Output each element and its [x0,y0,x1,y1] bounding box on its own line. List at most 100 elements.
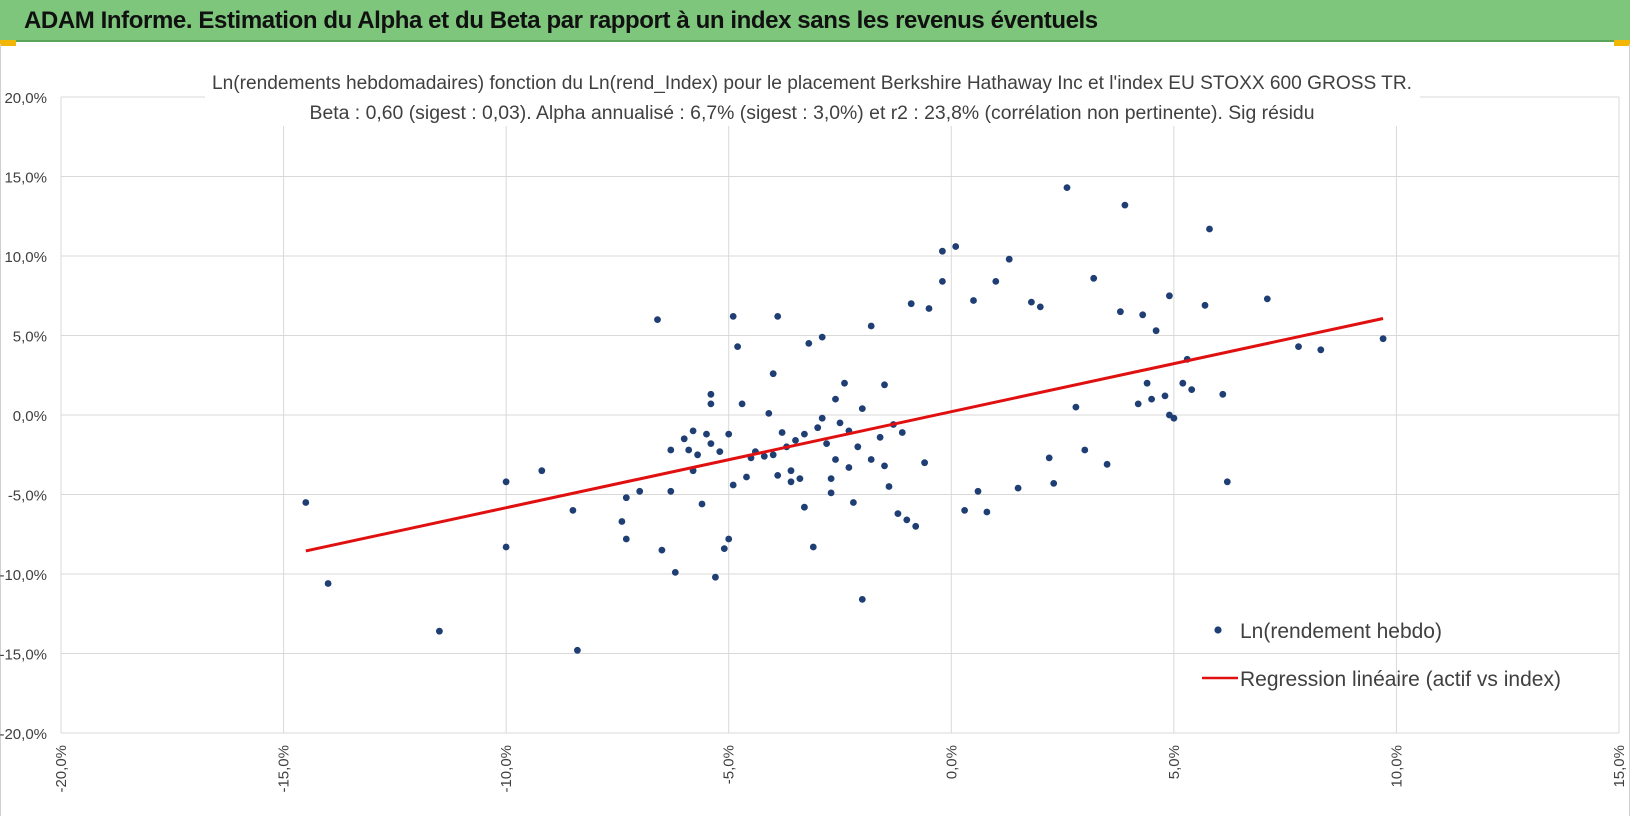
data-point [1072,403,1080,411]
y-tick-label: -20,0% [0,726,47,743]
data-point [850,499,857,506]
data-point [1179,379,1187,387]
data-point [689,427,697,435]
data-point [939,247,946,255]
legend-marker-scatter [1214,626,1222,634]
data-point [1045,454,1053,462]
data-point [765,410,773,417]
report-title: ADAM Informe. Estimation du Alpha et du … [24,7,1098,34]
regression-line-group [305,317,1384,553]
data-point [970,297,977,304]
data-point [1161,392,1169,400]
data-point [538,467,546,475]
data-point [845,464,853,471]
data-point [832,395,839,403]
data-point [818,333,826,341]
data-point [1148,395,1155,403]
data-point [885,483,893,490]
data-point [858,596,866,603]
data-point [823,440,830,447]
x-tick-label: 5,0% [1166,745,1183,779]
y-tick-label: -15,0% [0,647,47,664]
data-point [698,500,706,508]
y-tick-label: 20,0% [4,90,47,107]
data-point [854,443,862,451]
data-point [654,316,661,323]
data-point [302,499,310,506]
data-point [952,243,960,250]
data-point [961,507,968,514]
corner-accent-left [0,40,16,46]
x-tick-labels: -20,0% -15,0% -10,0% -5,0% 0,0% 5,0% 10,0% 15,0… [53,745,1628,793]
data-point [907,300,915,308]
data-point [694,451,701,459]
data-point [881,462,888,470]
regression-line [305,317,1384,553]
data-point [725,430,733,438]
title-background [205,66,1420,126]
data-point [716,448,724,455]
data-point [925,305,933,312]
data-point [707,440,715,447]
data-point [658,546,666,554]
data-point [1014,484,1022,492]
data-point [707,400,715,408]
data-point [1139,311,1147,319]
data-point [1143,379,1151,387]
y-tick-label: 0,0% [13,408,47,425]
chart-title-group: Ln(rendements hebdomadaires) fonction du… [205,66,1420,126]
legend-label-regression: Regression linéaire (actif vs index) [1240,668,1561,691]
data-point [881,381,888,389]
data-point [1170,414,1178,422]
data-point [734,343,741,350]
data-point [1036,303,1044,311]
data-point [574,646,581,654]
data-point [796,475,804,482]
data-point [743,473,750,481]
data-point [1206,225,1213,233]
data-point [903,516,911,524]
data-point [671,569,679,576]
data-point [1121,201,1129,209]
data-point [1317,346,1325,354]
data-point [778,429,786,436]
data-point [1103,460,1111,468]
data-point [707,390,715,398]
data-point [792,437,799,444]
legend: Ln(rendement hebdo) Regression linéaire … [1202,620,1561,691]
data-point [801,503,808,511]
data-point [1134,400,1142,408]
data-point [809,543,817,551]
data-point [622,535,630,543]
data-point [738,400,746,408]
data-point [867,322,875,330]
data-point [1050,480,1058,487]
data-point [618,518,626,525]
data-point [667,487,675,495]
data-point [725,535,733,543]
data-point [569,507,577,514]
data-point [729,313,737,320]
data-point [1201,301,1209,309]
scatter-points [302,184,1387,654]
data-point [760,452,768,460]
data-point [836,419,844,427]
data-point [1005,255,1013,263]
data-point [1081,446,1089,454]
x-tick-label: -10,0% [498,745,515,793]
data-point [858,405,866,412]
data-point [867,456,875,463]
x-tick-label: 10,0% [1388,745,1405,788]
data-point [729,481,737,489]
data-point [814,424,822,432]
data-point [827,489,835,497]
data-point [787,467,795,475]
data-point [832,456,839,463]
report-header: ADAM Informe. Estimation du Alpha et du … [0,0,1630,42]
x-tick-label: 15,0% [1611,745,1628,788]
data-point [712,573,719,581]
data-point [1152,327,1160,335]
data-point [805,340,813,347]
data-point [939,278,946,285]
